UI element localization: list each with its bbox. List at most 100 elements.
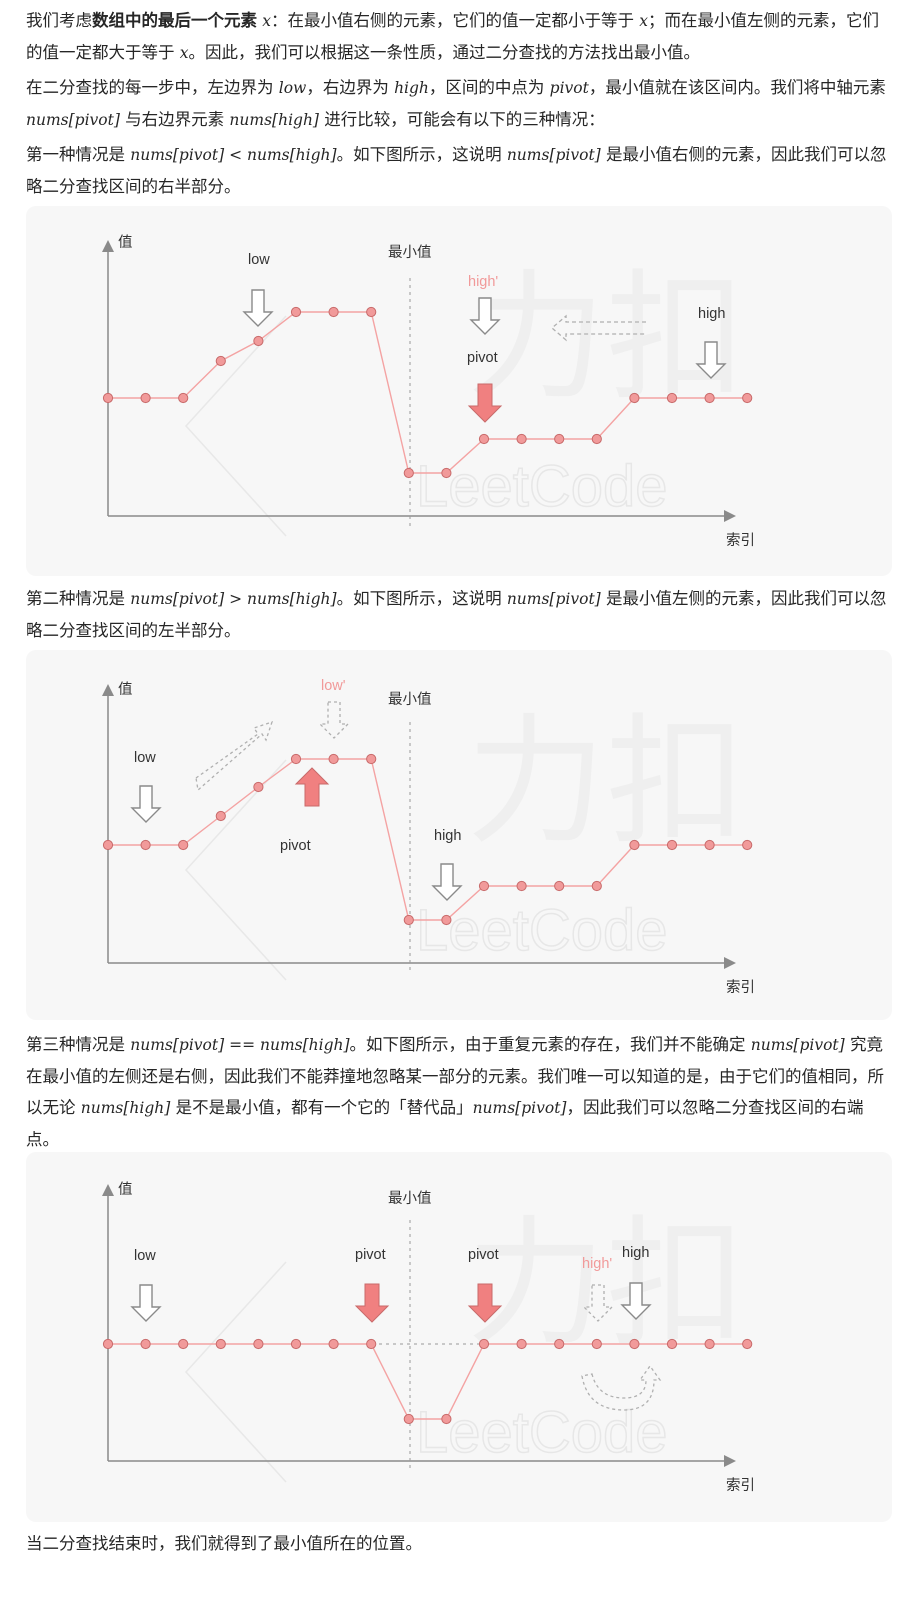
- math: nums[pivot]: [506, 590, 601, 608]
- watermark: 力扣 LeetCode: [184, 701, 746, 981]
- text: ，区间的中点为: [428, 78, 545, 97]
- low-label: low: [248, 252, 270, 268]
- data-point: [516, 1338, 527, 1350]
- high-prime-label: high': [582, 1256, 612, 1272]
- text: ，最小值就在该区间内。我们将中轴元素: [588, 78, 886, 97]
- paragraph-case-one: 第一种情况是 nums[pivot] < nums[high]。如下图所示，这说…: [26, 139, 892, 202]
- pivot-label: pivot: [467, 350, 498, 366]
- data-point: [591, 1338, 602, 1350]
- text: 在二分查找的每一步中，左边界为: [26, 78, 274, 97]
- text: 进行比较，可能会有以下的三种情况：: [324, 110, 605, 129]
- figure-case-three: 力扣 LeetCode 值 索引 最小值 low pivot pivot hig…: [26, 1152, 892, 1522]
- shrink-right-arrow-icon: [195, 720, 274, 792]
- data-point: [629, 1338, 640, 1350]
- text: 。如下图所示，这说明: [336, 589, 502, 608]
- paragraph-binary-search-step: 在二分查找的每一步中，左边界为 low，右边界为 high，区间的中点为 piv…: [26, 72, 892, 136]
- text: 我们考虑: [26, 11, 92, 30]
- data-point: [742, 392, 753, 404]
- text: 当二分查找结束时，我们就得到了最小值所在的位置。: [26, 1534, 422, 1553]
- data-series: [102, 1338, 753, 1425]
- low-label: low: [134, 750, 156, 766]
- data-point: [516, 880, 527, 892]
- y-axis-arrowhead: [102, 240, 114, 252]
- text: 第一种情况是: [26, 145, 125, 164]
- figure-case-three-svg: 力扣 LeetCode 值 索引 最小值 low pivot pivot hig…: [102, 1181, 755, 1494]
- high-arrow-icon: [695, 341, 727, 379]
- high-prime-label: high': [468, 274, 498, 290]
- y-axis-arrowhead: [102, 1184, 114, 1196]
- x-axis-arrowhead: [724, 510, 736, 522]
- watermark-cjk: 力扣: [466, 1203, 746, 1366]
- math: nums[high]: [80, 1099, 171, 1117]
- data-point: [629, 839, 640, 851]
- math: high: [394, 79, 429, 97]
- data-series: [102, 306, 753, 479]
- data-point: [441, 467, 452, 479]
- data-point: [253, 335, 264, 347]
- paragraph-intro: 我们考虑数组中的最后一个元素 x：在最小值右侧的元素，它们的值一定都小于等于 x…: [26, 5, 892, 69]
- data-point: [666, 1338, 678, 1350]
- data-point: [704, 839, 715, 851]
- x-axis-arrowhead: [724, 1455, 736, 1467]
- figure-case-two-svg: 力扣 LeetCode 值 索引 最小值 low low' pivot high: [102, 678, 755, 996]
- low-arrow-icon: [242, 289, 274, 327]
- paragraph-case-three: 第三种情况是 nums[pivot] == nums[high]。如下图所示，由…: [26, 1029, 892, 1155]
- data-series: [102, 753, 753, 926]
- text: 第二种情况是: [26, 589, 125, 608]
- text: 是不是最小值，都有一个它的「替代品」: [175, 1098, 473, 1117]
- y-axis-label: 值: [118, 1181, 133, 1198]
- min-label: 最小值: [388, 244, 432, 261]
- data-point: [215, 810, 226, 822]
- text: 。如下图所示，由于重复元素的存在，我们并不能确定: [349, 1035, 746, 1054]
- low-arrow-icon: [130, 1284, 162, 1322]
- y-axis-arrowhead: [102, 684, 114, 696]
- x-axis-arrowhead: [724, 957, 736, 969]
- watermark-cjk: 力扣: [466, 701, 746, 864]
- data-point: [290, 1338, 302, 1350]
- text: 究竟在最小值的左侧还是右侧，因此我们不能莽撞地忽略某一部分的元素。我们唯一可以知…: [26, 1035, 884, 1117]
- low-arrow-icon: [130, 785, 162, 823]
- data-point: [102, 1338, 114, 1350]
- text: 。因此，我们可以根据这一条性质，通过二分查找的方法找出最小值。: [188, 43, 701, 62]
- pivot-arrow-icon: [467, 383, 503, 423]
- pivot-arrow-icon: [294, 767, 330, 807]
- move-left-arrow-icon: [581, 1364, 662, 1411]
- text: 是最小值左侧的元素，因此我们可以忽略二分查找区间的左半部分。: [26, 589, 887, 640]
- text: ，因此我们可以忽略二分查找区间的右端点。: [26, 1098, 864, 1149]
- series-line: [108, 1343, 748, 1420]
- data-point: [516, 433, 527, 445]
- data-point: [253, 781, 264, 793]
- text: ，右边界为: [306, 78, 389, 97]
- text: ：在最小值右侧的元素，它们的值一定都小于等于: [271, 11, 634, 30]
- data-point: [554, 433, 565, 445]
- data-point: [328, 1338, 339, 1350]
- low-label: low: [134, 1248, 156, 1264]
- paragraph-conclusion: 当二分查找结束时，我们就得到了最小值所在的位置。: [26, 1528, 892, 1559]
- figure-case-one: 力扣 LeetCode 值 索引 最小值 low high' pivot hig…: [26, 206, 892, 576]
- data-point: [591, 880, 602, 892]
- watermark: 力扣 LeetCode: [184, 257, 746, 537]
- pivot-left-arrow-icon: [354, 1283, 390, 1323]
- data-point: [290, 753, 302, 765]
- low-prime-label: low': [321, 678, 346, 694]
- bold-text: 数组中的最后一个元素: [92, 11, 257, 30]
- data-point: [366, 1338, 377, 1350]
- high-label: high: [434, 828, 461, 844]
- data-point: [478, 1338, 490, 1350]
- high-prime-arrow-icon: [469, 297, 501, 335]
- series-line: [108, 758, 748, 921]
- pivot-right-label: pivot: [468, 1247, 499, 1263]
- high-arrow-icon: [620, 1282, 652, 1320]
- figure-case-two: 力扣 LeetCode 值 索引 最小值 low low' pivot high: [26, 650, 892, 1020]
- data-point: [591, 433, 602, 445]
- data-point: [403, 1413, 414, 1425]
- data-point: [666, 839, 678, 851]
- data-point: [102, 392, 114, 404]
- math: nums[pivot]: [750, 1036, 845, 1054]
- high-label: high: [698, 306, 725, 322]
- text: 第三种情况是: [26, 1035, 125, 1054]
- data-point: [478, 433, 490, 445]
- math: x: [639, 12, 648, 30]
- math: low: [278, 79, 307, 97]
- data-point: [704, 1338, 715, 1350]
